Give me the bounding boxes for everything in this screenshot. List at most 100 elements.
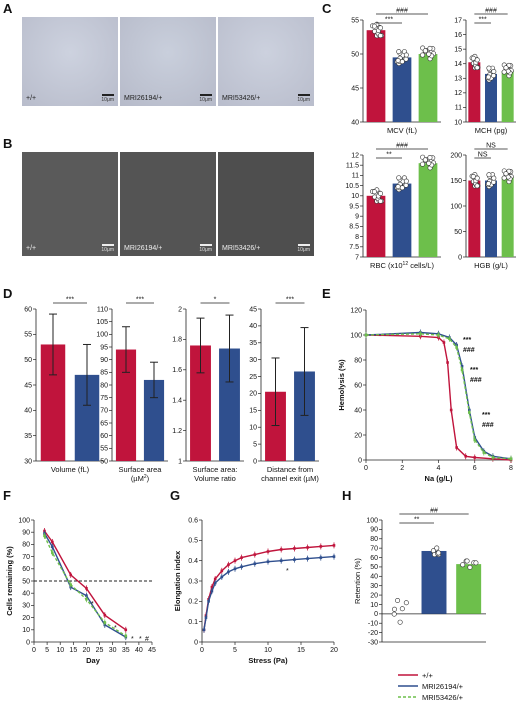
x-tick-label: 20	[83, 647, 91, 654]
y-tick-label: 11	[352, 173, 359, 180]
y-tick-label: 60	[22, 566, 30, 573]
data-point	[378, 25, 384, 31]
y-tick-label: 1.8	[172, 337, 182, 344]
x-tick-label: 20	[330, 647, 338, 654]
y-tick-label: 17	[454, 17, 462, 24]
y-tick-label: 2	[178, 306, 182, 313]
y-tick-label: 0.5	[188, 538, 198, 545]
bar	[190, 345, 211, 461]
y-tick-label: 100	[350, 332, 362, 339]
y-tick-label: 85	[100, 370, 108, 377]
y-tick-label: 55	[351, 17, 359, 24]
y-tick-label: 10	[22, 627, 30, 634]
sig-label: NS	[478, 152, 488, 159]
x-axis-label: Na (g/L)	[425, 474, 453, 483]
genotype-label: MRI53426/+	[222, 245, 261, 252]
data-point	[420, 52, 426, 58]
data-point	[85, 594, 88, 597]
y-tick-label: 40	[351, 119, 359, 126]
x-tick-label: 8	[509, 465, 513, 472]
micrograph-b-mri53426: MRI53426/+ 10μm	[218, 152, 314, 256]
data-point	[460, 562, 466, 568]
data-point	[227, 570, 230, 574]
data-point	[474, 175, 480, 181]
scale-bar: 10μm	[297, 94, 310, 103]
data-point	[332, 544, 336, 547]
data-point	[391, 611, 397, 617]
y-tick-label: 0	[374, 611, 378, 618]
y-tick-label: 13	[454, 76, 462, 83]
y-tick-label: 40	[249, 323, 257, 330]
y-axis-label: Hemolysis (%)	[337, 359, 346, 411]
y-tick-label: 200	[450, 152, 462, 159]
chart-c1: 40 45 50 55 ###*** MCV (fL)	[351, 8, 441, 135]
data-point	[364, 333, 368, 337]
legend-label: +/+	[422, 671, 433, 680]
y-tick-label: 16	[454, 32, 462, 39]
y-tick-label: 60	[24, 306, 32, 313]
y-tick-label: 80	[370, 536, 378, 543]
scale-bar: 10μm	[199, 94, 212, 103]
series-line	[203, 555, 335, 630]
data-point	[233, 559, 237, 562]
data-point	[253, 553, 257, 556]
data-point	[124, 634, 128, 638]
panel-label-g: G	[170, 488, 180, 503]
x-tick-label: 15	[297, 647, 305, 654]
y-tick-label: 9.5	[349, 203, 359, 210]
x-tick-label: 6	[473, 465, 477, 472]
y-tick-label: 45	[249, 306, 257, 313]
sig-label: NS	[486, 143, 496, 150]
data-point	[491, 175, 497, 181]
y-tick-label: 7	[355, 254, 359, 261]
data-point	[377, 198, 383, 204]
bar	[294, 371, 315, 461]
data-point	[455, 346, 458, 349]
data-point	[403, 182, 409, 188]
data-point	[474, 65, 480, 71]
bar	[219, 348, 240, 461]
sig-annotation: *	[286, 568, 289, 575]
data-point	[332, 555, 336, 558]
x-tick-label: 30	[109, 647, 117, 654]
y-tick-label: 50	[370, 564, 378, 571]
x-axis-label: RBC (x1012 cells/L)	[370, 261, 434, 270]
y-tick-label: 8.5	[349, 224, 359, 231]
y-tick-label: 30	[370, 583, 378, 590]
bar	[456, 564, 482, 614]
y-tick-label: 75	[100, 395, 108, 402]
data-point	[419, 332, 422, 336]
x-axis-label: Surface area	[119, 465, 163, 474]
y-tick-label: 15	[249, 408, 257, 415]
data-point	[396, 49, 402, 55]
data-point	[403, 56, 409, 62]
panel-label-c: C	[322, 1, 332, 16]
y-tick-label: 65	[100, 420, 108, 427]
y-tick-label: 100	[96, 332, 108, 339]
y-tick-label: -10	[368, 621, 378, 628]
data-point	[460, 368, 464, 372]
panel-label-h: H	[342, 488, 351, 503]
data-point	[69, 583, 73, 586]
data-point	[207, 600, 210, 603]
x-tick-label: 35	[122, 647, 130, 654]
data-point	[378, 190, 384, 196]
data-point	[377, 33, 383, 39]
data-point	[220, 575, 224, 579]
y-tick-label: 40	[370, 574, 378, 581]
y-tick-label: 20	[354, 432, 362, 439]
bar	[418, 163, 438, 257]
data-point	[220, 569, 224, 573]
chart-c4: 0 50 100 150 200 NS NS HGB (g/L)	[450, 143, 516, 270]
y-axis-label: Retention (%)	[353, 558, 362, 604]
data-point	[85, 587, 88, 590]
chart-d3: 1 1.2 1.4 1.6 1.8 2 * Surface area:Volume ratio	[172, 297, 244, 483]
data-point	[395, 57, 401, 63]
y-tick-label: 150	[450, 178, 462, 185]
data-point	[455, 446, 458, 449]
y-tick-label: 0	[358, 457, 362, 464]
data-point	[467, 564, 473, 570]
data-point	[399, 606, 405, 612]
x-tick-label: 10	[264, 647, 272, 654]
